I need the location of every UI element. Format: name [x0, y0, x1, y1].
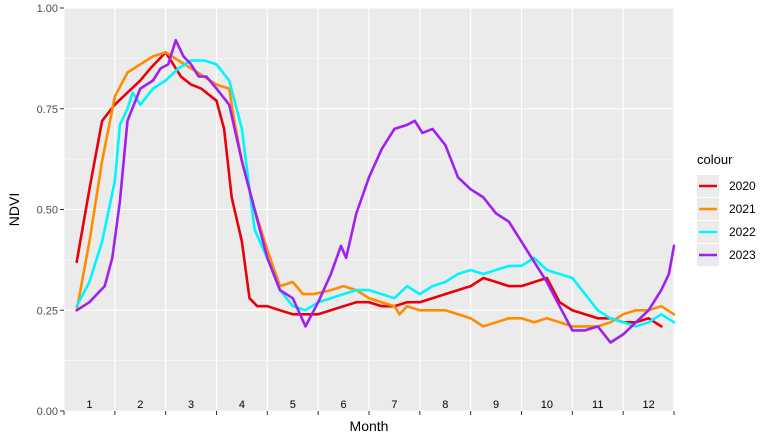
y-tick-label: 1.00	[37, 3, 58, 15]
series-line-2023	[75, 38, 676, 344]
month-label: 1	[86, 399, 92, 411]
y-tick-label: 0.75	[37, 104, 58, 116]
month-labels: 1 2 3 4 5 6 7 8 9 10 11 12	[86, 399, 654, 411]
legend: colour 2020 2021 2022 2023	[697, 152, 756, 266]
legend-label: 2020	[729, 179, 756, 193]
series-layer	[75, 38, 676, 344]
x-axis	[63, 411, 675, 415]
legend-label: 2022	[729, 225, 756, 239]
y-axis-title: NDVI	[6, 193, 22, 226]
y-tick-label: 0.25	[37, 305, 58, 317]
y-tick-label: 0.50	[37, 205, 58, 217]
month-label: 7	[391, 399, 397, 411]
month-label: 4	[239, 399, 245, 411]
month-label: 12	[642, 399, 654, 411]
month-label: 5	[290, 399, 296, 411]
legend-title: colour	[697, 152, 733, 167]
month-label: 11	[592, 399, 603, 411]
month-label: 10	[541, 399, 553, 411]
x-axis-title: Month	[350, 418, 389, 434]
series-line-2022	[75, 59, 676, 328]
y-tick-label: 0.00	[37, 406, 58, 418]
month-label: 8	[442, 399, 448, 411]
legend-label: 2023	[729, 248, 756, 262]
month-label: 3	[188, 399, 194, 411]
month-label: 6	[341, 399, 347, 411]
y-axis: 0.00 0.25 0.50 0.75 1.00	[37, 3, 64, 418]
month-label: 2	[137, 399, 143, 411]
month-label: 9	[493, 399, 499, 411]
legend-label: 2021	[729, 202, 756, 216]
